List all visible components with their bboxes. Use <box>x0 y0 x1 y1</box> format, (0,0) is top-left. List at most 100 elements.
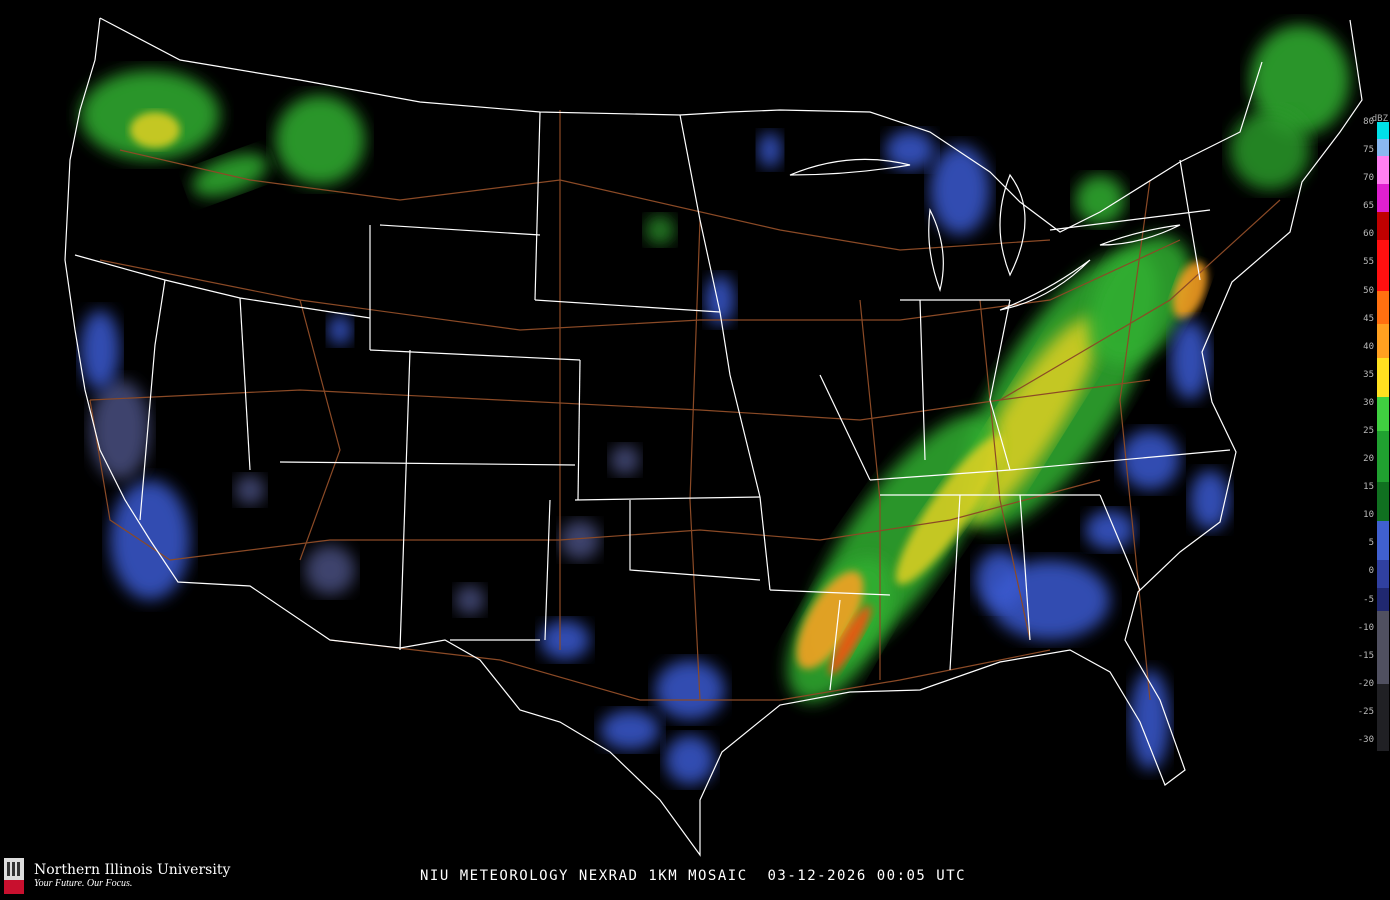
radar-echo <box>758 132 782 168</box>
great-lake-outline <box>999 173 1026 277</box>
legend-tick-label: 25 <box>1363 426 1374 436</box>
legend-tick-label: 35 <box>1363 369 1374 380</box>
legend-color-band <box>1377 588 1389 611</box>
state-line <box>919 299 926 461</box>
radar-echo <box>90 380 150 480</box>
radar-echo <box>130 112 180 148</box>
legend-color-band <box>1377 138 1389 156</box>
legend-color-band <box>1377 431 1389 482</box>
interstate-line <box>169 479 1101 561</box>
state-line <box>949 494 961 671</box>
state-line <box>869 469 1011 481</box>
legend-tick-label: 15 <box>1363 482 1374 493</box>
radar-echo <box>655 660 725 720</box>
state-line <box>577 359 581 501</box>
state-line <box>829 599 841 691</box>
state-line <box>1099 494 1141 591</box>
great-lake-outline <box>789 158 911 176</box>
state-line <box>544 499 551 641</box>
legend-tick-label: 45 <box>1363 313 1374 324</box>
legend-color-band <box>1377 155 1389 184</box>
legend-tick-label: -10 <box>1357 622 1374 633</box>
great-lake-outline <box>999 259 1091 311</box>
state-line <box>629 500 761 581</box>
radar-echo <box>1230 110 1310 190</box>
radar-echo <box>328 315 352 345</box>
legend-color-band <box>1377 290 1389 325</box>
state-line <box>534 299 721 313</box>
legend-tick-label: 70 <box>1363 173 1374 184</box>
interstate-line <box>979 299 1031 641</box>
legend-color-band <box>1377 520 1389 561</box>
radar-echo <box>1190 470 1230 530</box>
radar-echo <box>645 215 675 245</box>
legend-tick-label: -20 <box>1357 678 1374 689</box>
state-line <box>1049 209 1211 231</box>
radar-echo <box>80 310 120 390</box>
country-outline <box>64 17 1363 857</box>
interstate-line <box>689 219 701 701</box>
interstate-line <box>299 299 341 561</box>
legend-tick-label: -5 <box>1363 594 1374 605</box>
state-line <box>239 297 251 471</box>
legend-color-band <box>1377 397 1389 431</box>
legend-tick-label: 40 <box>1363 341 1374 352</box>
radar-echo <box>235 475 265 505</box>
legend-tick-label: 55 <box>1363 257 1374 268</box>
interstate-line <box>999 199 1281 401</box>
radar-echo <box>885 130 935 170</box>
great-lake-outline <box>1099 224 1181 246</box>
state-line <box>379 224 541 236</box>
legend-color-band <box>1377 610 1389 684</box>
interstate-line <box>329 639 1051 701</box>
radar-echo <box>1085 510 1135 550</box>
logo-tagline: Your Future. Our Focus. <box>34 878 133 889</box>
state-line <box>719 311 761 498</box>
legend-tick-label: -25 <box>1357 706 1374 717</box>
legend-color-band <box>1377 324 1389 358</box>
radar-echo <box>600 710 660 750</box>
interstate-line <box>99 239 1181 331</box>
radar-echo <box>610 445 640 475</box>
legend-tick-label: 10 <box>1363 510 1374 521</box>
radar-echoes <box>80 25 1350 785</box>
state-line <box>399 349 411 651</box>
map-caption: NIU METEOROLOGY NEXRAD 1KM MOSAIC 03-12-… <box>420 868 967 884</box>
radar-echo <box>930 145 990 235</box>
legend-tick-label: 30 <box>1363 397 1374 408</box>
radar-echo <box>1170 320 1210 400</box>
great-lake-outline <box>928 207 944 293</box>
legend-color-band <box>1377 122 1389 139</box>
radar-echo <box>975 550 1025 610</box>
state-line <box>74 254 371 319</box>
legend-color-band <box>1377 239 1389 291</box>
legend-tick-label: 75 <box>1363 145 1374 156</box>
legend-tick-label: 50 <box>1363 285 1374 296</box>
state-line <box>369 349 581 361</box>
radar-echo <box>665 735 715 785</box>
state-line <box>279 461 576 466</box>
dbz-legend: dBZ 80 75 70 65 60 55 50 45 40 35 30 25 20 15 10 5 0 -5 -1… <box>1355 108 1390 758</box>
state-line <box>1179 159 1201 281</box>
legend-color-band <box>1377 560 1389 589</box>
niu-shield-icon <box>2 856 26 896</box>
radar-echo <box>275 95 365 185</box>
state-line <box>759 496 771 591</box>
legend-tick-label: 65 <box>1363 201 1374 212</box>
state-line <box>139 279 166 521</box>
legend-tick-label: 60 <box>1363 229 1374 240</box>
interstate-highways <box>89 110 1281 701</box>
legend-color-band <box>1377 211 1389 240</box>
northern-border <box>99 17 1263 233</box>
radar-echo <box>1075 175 1125 225</box>
radar-echo <box>560 520 600 560</box>
interstate-line <box>1119 179 1151 701</box>
state-line <box>819 374 871 481</box>
legend-tick-label: 0 <box>1368 566 1374 577</box>
legend-color-band <box>1377 183 1389 212</box>
legend-tick-label: 80 <box>1363 117 1374 127</box>
radar-echo <box>1130 670 1170 770</box>
state-line <box>1009 449 1231 471</box>
legend-tick-label: 20 <box>1363 454 1374 465</box>
radar-echo <box>1120 430 1180 490</box>
